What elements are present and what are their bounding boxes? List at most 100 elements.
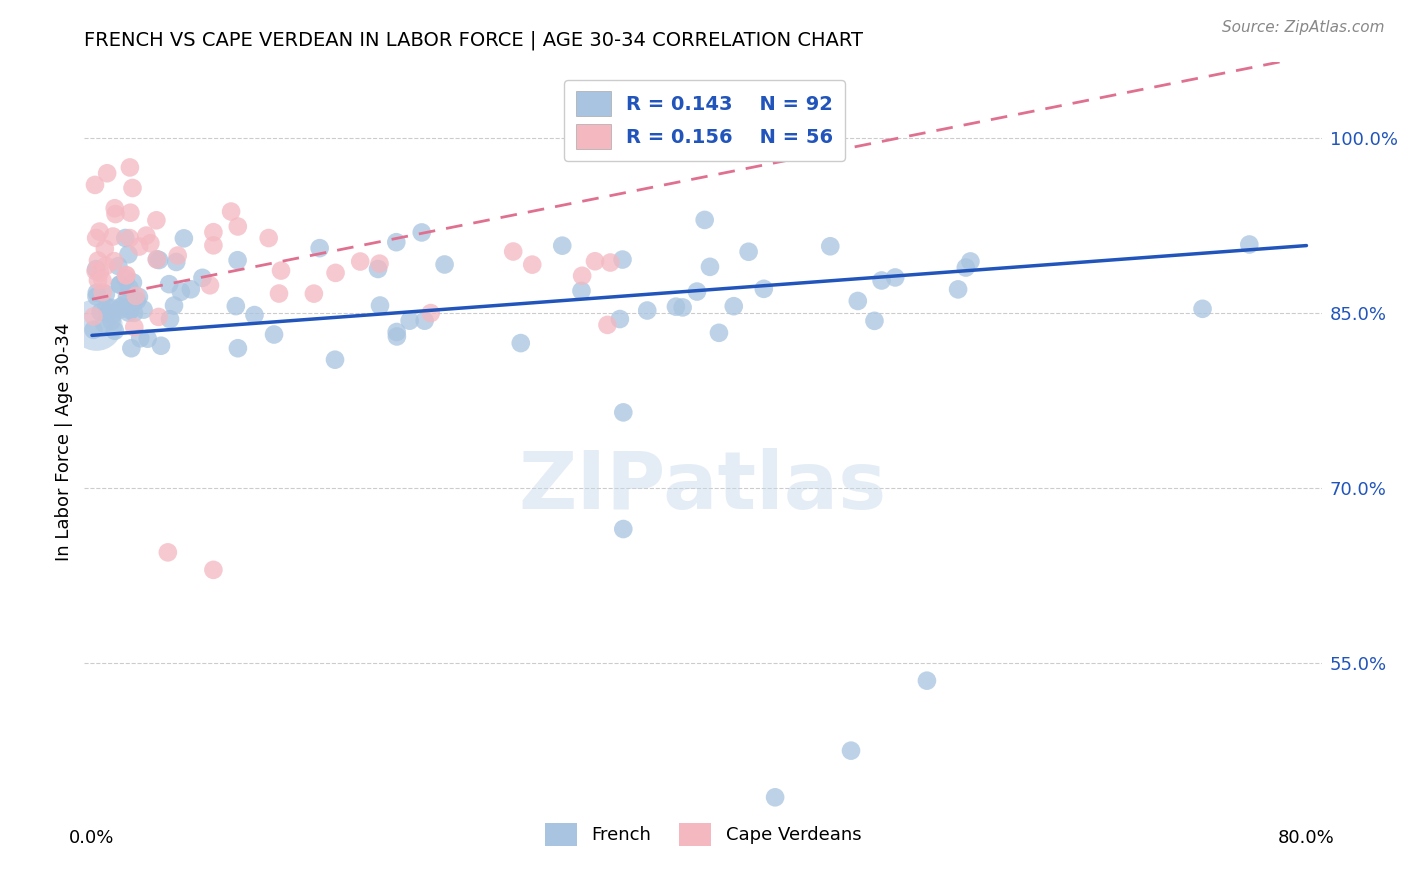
Point: [86, 289, 108, 303]
Point: [125, 293, 148, 308]
Point: [173, 231, 195, 245]
Point: [226, 341, 249, 355]
Point: [120, 205, 142, 219]
Point: [104, 201, 127, 215]
Point: [84, 262, 107, 277]
Point: [198, 278, 221, 293]
Point: [672, 301, 695, 315]
Point: [551, 238, 574, 252]
Point: [191, 270, 214, 285]
Point: [86, 318, 108, 332]
Point: [226, 253, 249, 268]
Point: [308, 241, 330, 255]
Point: [693, 213, 716, 227]
Text: FRENCH VS CAPE VERDEAN IN LABOR FORCE | AGE 30-34 CORRELATION CHART: FRENCH VS CAPE VERDEAN IN LABOR FORCE | …: [84, 30, 863, 50]
Point: [114, 231, 136, 245]
Point: [91, 273, 114, 287]
Point: [863, 314, 886, 328]
Point: [90, 305, 112, 319]
Point: [723, 299, 745, 313]
Point: [433, 258, 456, 272]
Point: [115, 289, 138, 303]
Point: [128, 239, 150, 253]
Point: [226, 219, 249, 234]
Point: [1239, 237, 1261, 252]
Point: [100, 301, 122, 315]
Point: [411, 226, 433, 240]
Point: [107, 259, 129, 273]
Point: [509, 336, 531, 351]
Text: ZIPatlas: ZIPatlas: [519, 448, 887, 526]
Point: [665, 300, 688, 314]
Point: [94, 259, 117, 273]
Point: [419, 306, 441, 320]
Point: [115, 268, 138, 283]
Point: [752, 282, 775, 296]
Point: [368, 299, 391, 313]
Point: [148, 253, 170, 268]
Point: [959, 254, 981, 268]
Point: [820, 239, 842, 253]
Point: [124, 320, 146, 334]
Point: [1191, 301, 1213, 316]
Point: [636, 303, 658, 318]
Point: [112, 297, 135, 311]
Point: [583, 254, 606, 268]
Point: [87, 253, 110, 268]
Point: [180, 282, 202, 296]
Point: [132, 302, 155, 317]
Point: [202, 225, 225, 239]
Point: [955, 260, 977, 275]
Point: [707, 326, 730, 340]
Point: [89, 225, 111, 239]
Point: [94, 242, 117, 256]
Point: [599, 255, 621, 269]
Point: [686, 285, 709, 299]
Point: [110, 300, 132, 314]
Point: [946, 282, 969, 296]
Point: [145, 213, 167, 227]
Point: [267, 286, 290, 301]
Point: [612, 405, 634, 419]
Point: [100, 314, 122, 328]
Point: [122, 306, 145, 320]
Point: [202, 238, 225, 252]
Point: [96, 300, 118, 314]
Point: [101, 308, 124, 322]
Point: [385, 325, 408, 339]
Point: [165, 255, 187, 269]
Point: [89, 265, 111, 279]
Point: [146, 252, 169, 267]
Point: [385, 235, 408, 250]
Point: [915, 673, 938, 688]
Point: [146, 252, 169, 267]
Point: [84, 231, 107, 245]
Point: [263, 327, 285, 342]
Point: [84, 264, 107, 278]
Point: [302, 286, 325, 301]
Point: [136, 332, 159, 346]
Point: [118, 161, 141, 175]
Point: [94, 287, 117, 301]
Point: [609, 312, 631, 326]
Point: [121, 181, 143, 195]
Point: [839, 744, 862, 758]
Point: [114, 271, 136, 285]
Point: [846, 293, 869, 308]
Point: [349, 254, 371, 268]
Point: [571, 268, 593, 283]
Point: [86, 285, 108, 300]
Point: [117, 305, 139, 319]
Point: [413, 314, 436, 328]
Point: [108, 277, 131, 292]
Point: [156, 545, 179, 559]
Point: [257, 231, 280, 245]
Point: [763, 790, 786, 805]
Point: [110, 302, 132, 317]
Point: [118, 231, 141, 245]
Point: [117, 247, 139, 261]
Point: [122, 293, 145, 308]
Point: [125, 289, 148, 303]
Point: [135, 228, 157, 243]
Point: [699, 260, 721, 274]
